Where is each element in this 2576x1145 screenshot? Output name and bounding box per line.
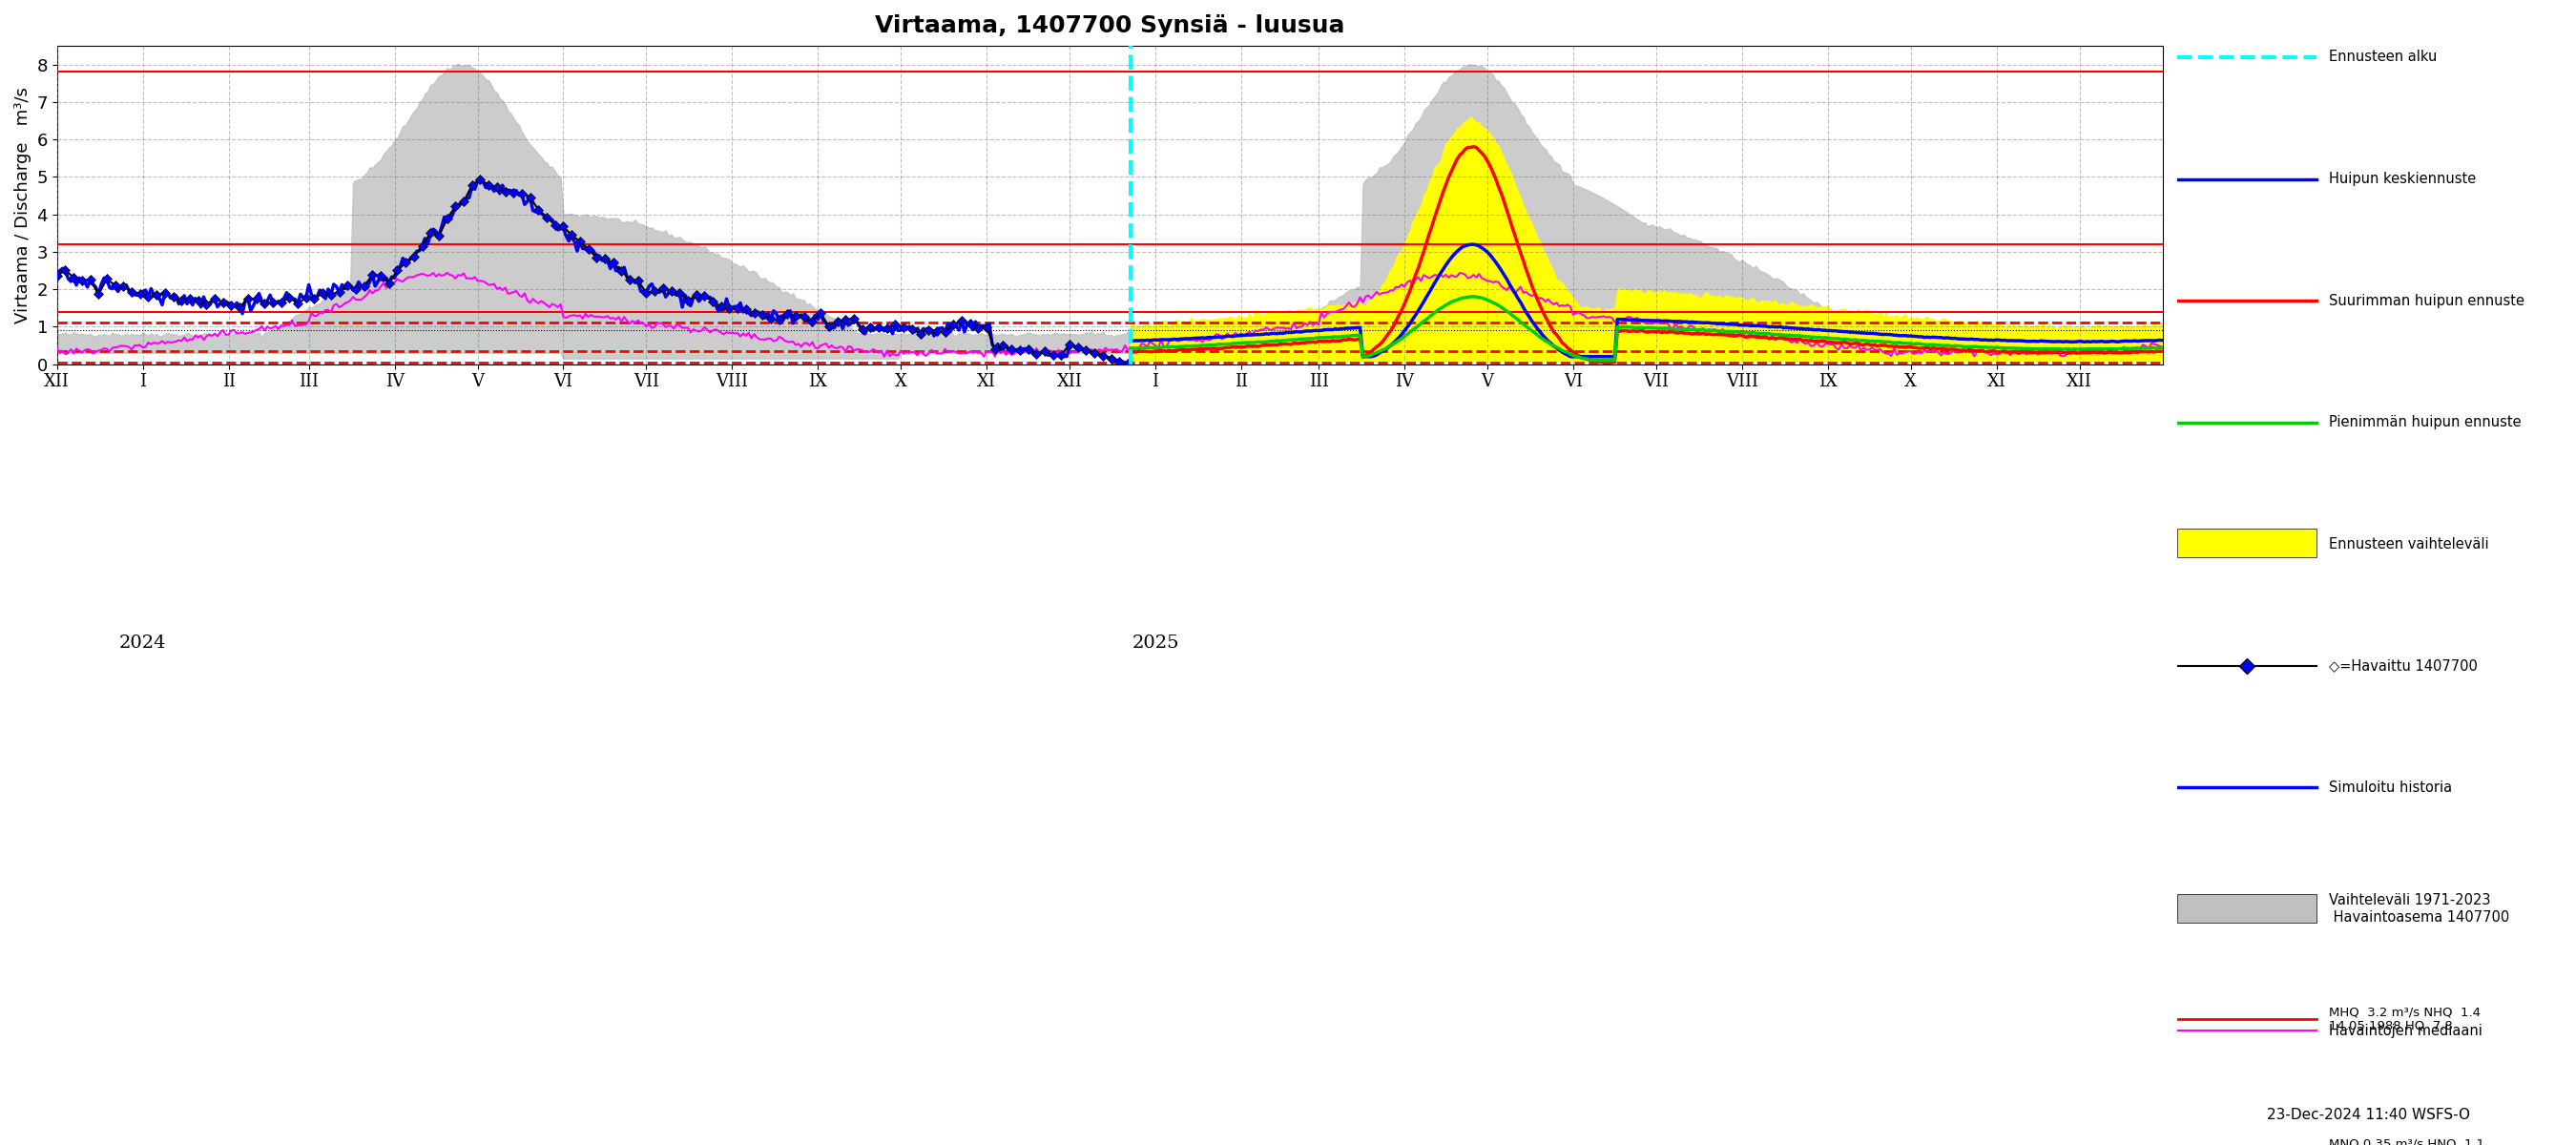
Bar xyxy=(2177,894,2316,923)
Bar xyxy=(2177,529,2316,558)
Y-axis label: Virtaama / Discharge   m³/s: Virtaama / Discharge m³/s xyxy=(15,87,31,323)
Text: MNQ 0.35 m³/s HNQ  1.1
07.09.2006 NQ 0.05: MNQ 0.35 m³/s HNQ 1.1 07.09.2006 NQ 0.05 xyxy=(2329,1137,2483,1145)
Text: 23-Dec-2024 11:40 WSFS-O: 23-Dec-2024 11:40 WSFS-O xyxy=(2267,1108,2470,1122)
Title: Virtaama, 1407700 Synsiä - luusua: Virtaama, 1407700 Synsiä - luusua xyxy=(876,14,1345,37)
Text: 2024: 2024 xyxy=(118,634,167,652)
Text: MHQ  3.2 m³/s NHQ  1.4
14.05.1988 HQ  7.8: MHQ 3.2 m³/s NHQ 1.4 14.05.1988 HQ 7.8 xyxy=(2329,1005,2481,1033)
Text: ◇=Havaittu 1407700: ◇=Havaittu 1407700 xyxy=(2329,658,2478,673)
Text: Ennusteen vaihteleväli: Ennusteen vaihteleväli xyxy=(2329,537,2488,551)
Text: Ennusteen alku: Ennusteen alku xyxy=(2329,50,2437,64)
Text: Vaihteleväli 1971-2023
 Havaintoasema 1407700: Vaihteleväli 1971-2023 Havaintoasema 140… xyxy=(2329,893,2509,924)
Text: Suurimman huipun ennuste: Suurimman huipun ennuste xyxy=(2329,293,2524,308)
Text: Huipun keskiennuste: Huipun keskiennuste xyxy=(2329,172,2476,185)
Text: 2025: 2025 xyxy=(1131,634,1180,652)
Text: Havaintojen mediaani: Havaintojen mediaani xyxy=(2329,1024,2481,1037)
Text: Simuloitu historia: Simuloitu historia xyxy=(2329,780,2452,795)
Text: Pienimmän huipun ennuste: Pienimmän huipun ennuste xyxy=(2329,414,2522,429)
